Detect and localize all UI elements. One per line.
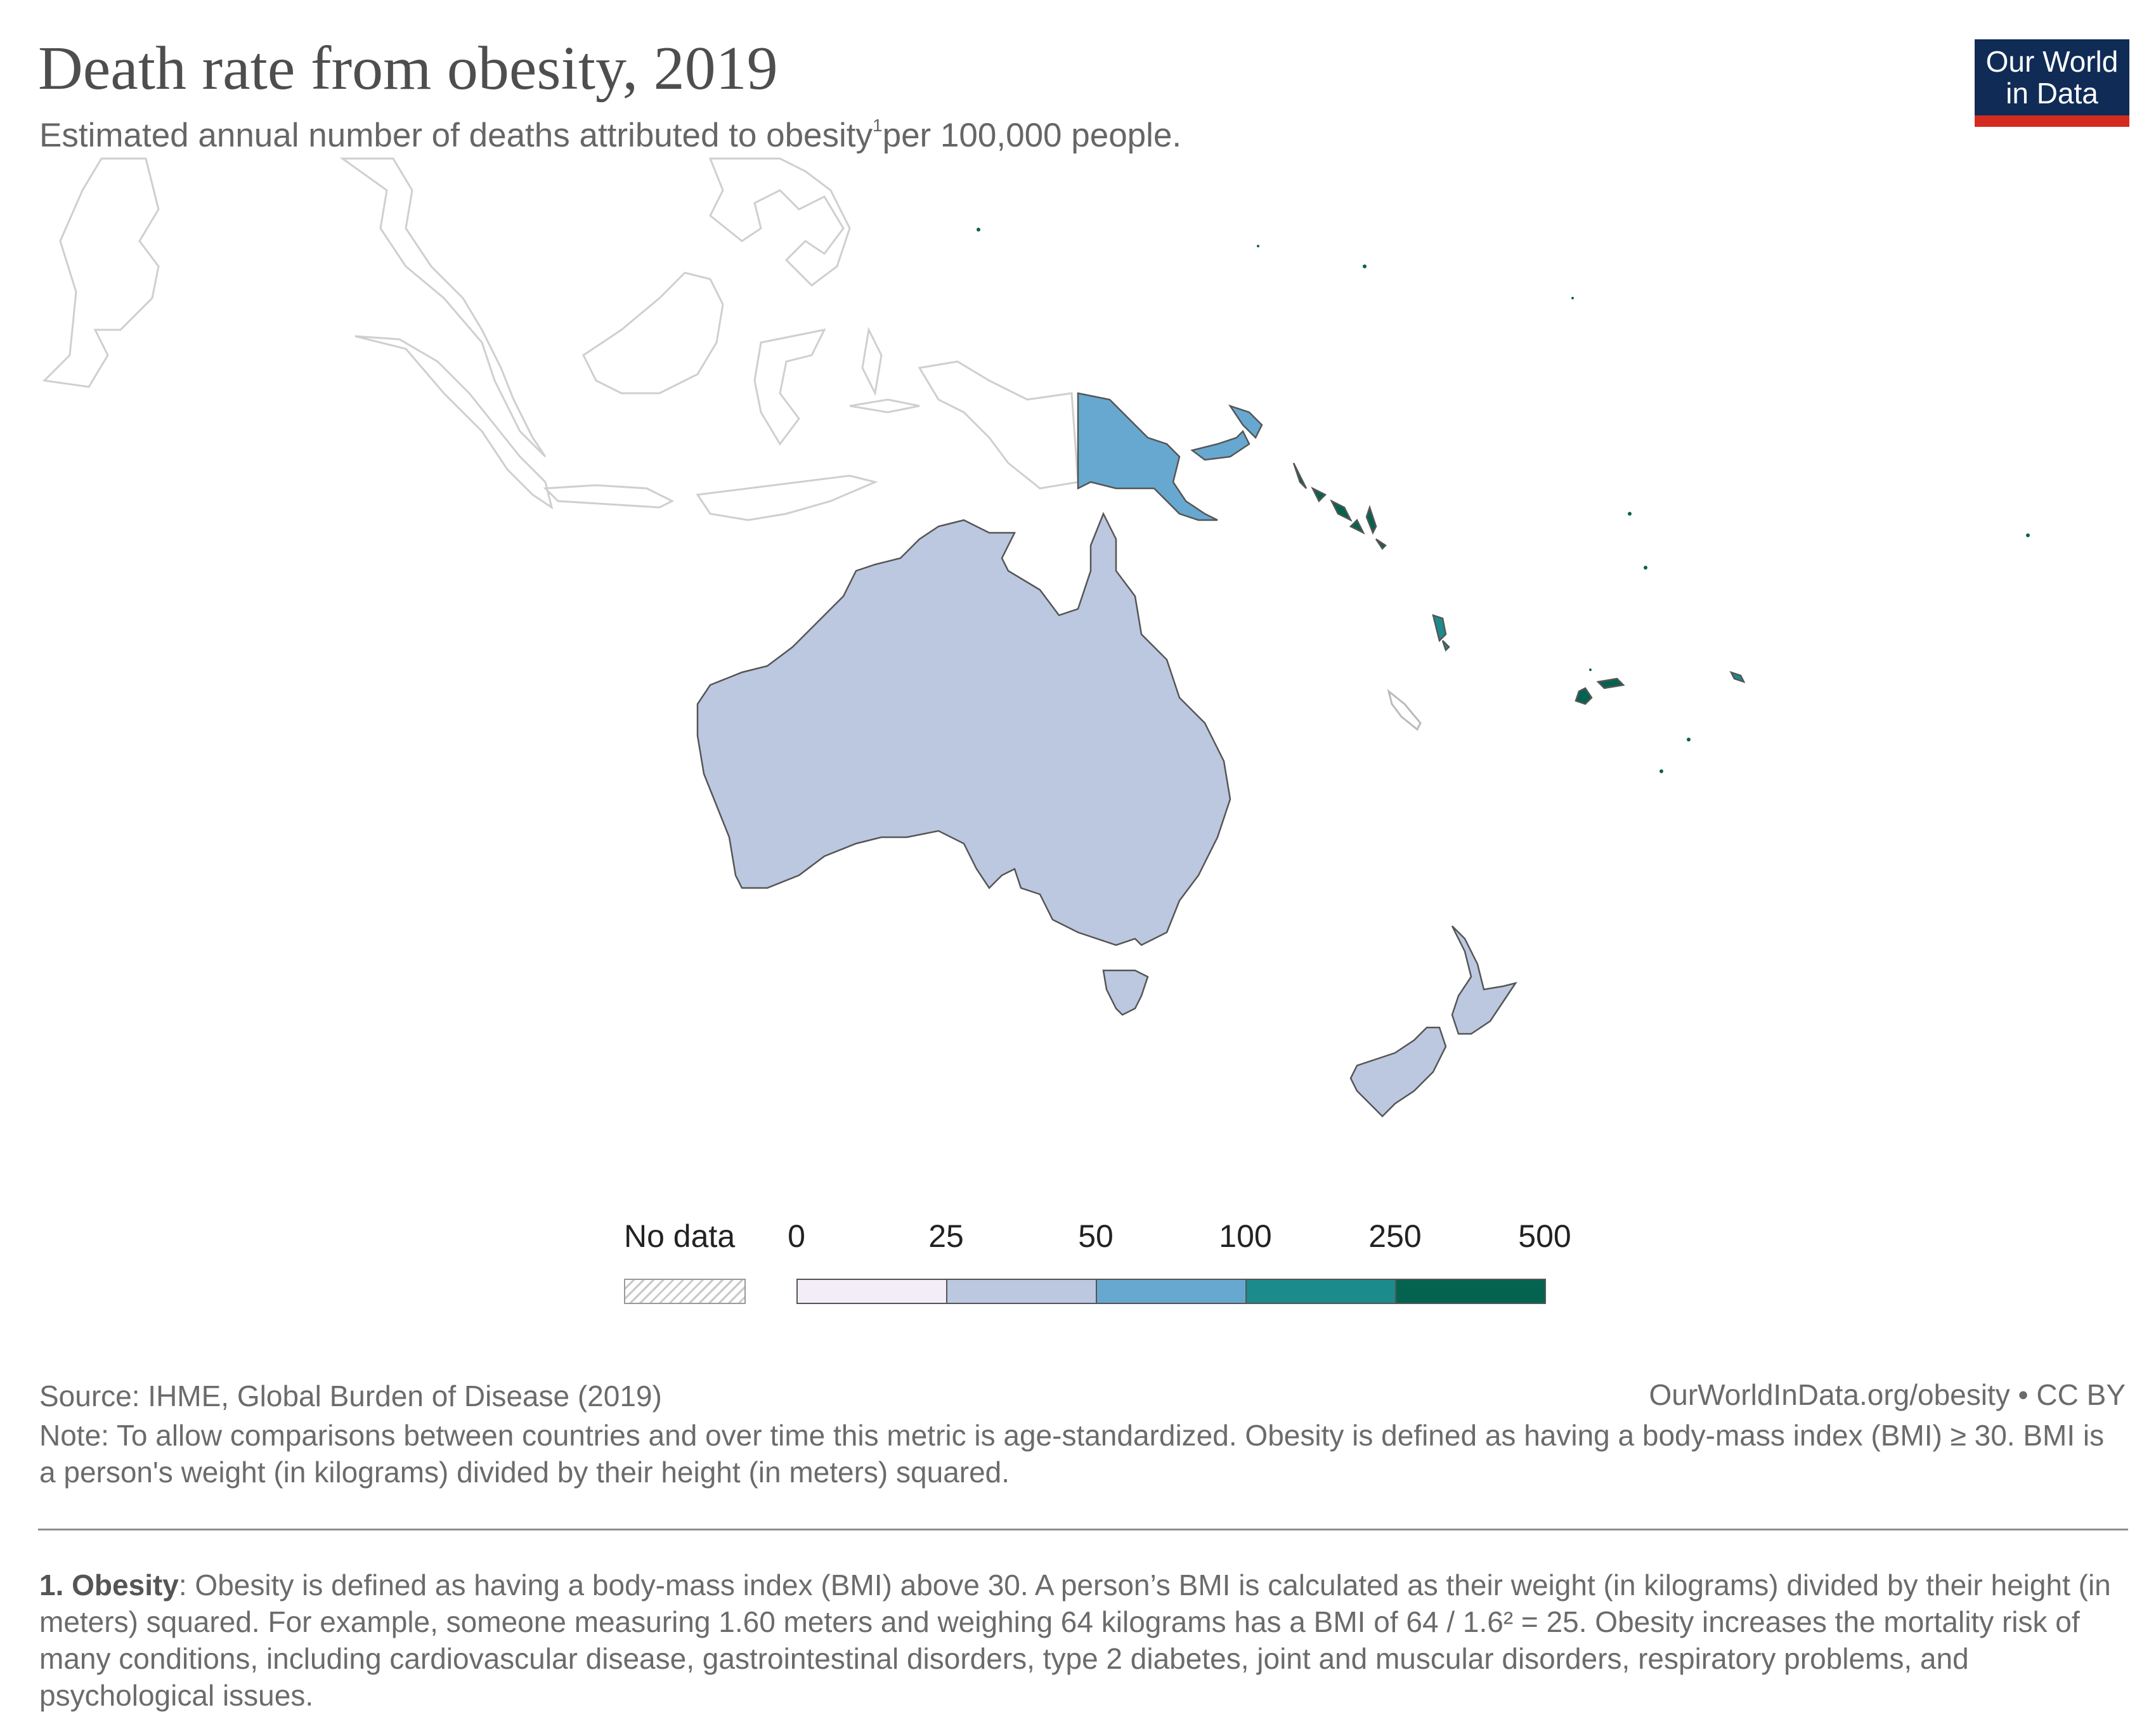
region-hainan-vietnam (339, 157, 547, 458)
note-text: Note: To allow comparisons between count… (39, 1419, 2105, 1489)
country-solomon-islands[interactable] (1292, 462, 1387, 550)
logo-line-1: Our World (1985, 45, 2119, 78)
region-borneo (582, 271, 724, 395)
country-vanuatu[interactable] (1432, 614, 1450, 652)
legend-tick-label: 500 (1518, 1218, 1571, 1254)
small-islands (977, 228, 2030, 773)
subtitle-tail: per 100,000 people. (882, 117, 1182, 154)
country-tonga-samoa[interactable] (1729, 670, 1746, 684)
footnote-ref[interactable]: 1 (873, 115, 883, 135)
legend-tick-label: 250 (1368, 1218, 1422, 1254)
island-dot (1659, 769, 1663, 773)
legend-tick-label: 50 (1078, 1218, 1114, 1254)
country-australia[interactable] (696, 511, 1231, 946)
country-australia-tasmania[interactable] (1102, 969, 1149, 1016)
country-papua-new-guinea-islands[interactable] (1190, 404, 1263, 461)
region-sumatra (354, 335, 554, 510)
region-java (543, 484, 675, 509)
chart-subtitle: Estimated annual number of deaths attrib… (39, 115, 1181, 155)
island-dot (977, 228, 980, 232)
owid-logo[interactable]: Our World in Data (1975, 39, 2129, 127)
region-mainland-sea (42, 157, 160, 388)
legend-no-data-swatch[interactable] (624, 1279, 746, 1304)
region-new-caledonia (1387, 689, 1422, 731)
region-moluccas (861, 327, 883, 396)
region-west-papua (918, 360, 1079, 490)
island-dot (1687, 738, 1691, 741)
data-countries (696, 392, 1746, 1118)
island-dot (1571, 297, 1574, 299)
legend-bin-250-500[interactable] (1395, 1279, 1546, 1304)
legend-tick-label: 25 (928, 1218, 964, 1254)
legend-tick-label: 100 (1219, 1218, 1272, 1254)
footnote: 1. Obesity: Obesity is defined as having… (39, 1567, 2126, 1714)
island-dot (1363, 264, 1367, 268)
legend-bin-0-25[interactable] (796, 1279, 947, 1304)
region-small-islands (849, 398, 920, 414)
source-note: Source: IHME, Global Burden of Disease (… (39, 1380, 662, 1413)
source-url[interactable]: OurWorldInData.org/obesity • CC BY (1649, 1378, 2126, 1411)
country-new-zealand-south[interactable] (1349, 1026, 1447, 1118)
legend-no-data-label: No data (624, 1218, 736, 1254)
footer-divider (38, 1529, 2128, 1530)
island-dot (1628, 512, 1632, 516)
no-data-regions (42, 157, 1079, 521)
legend-bin-100-250[interactable] (1245, 1279, 1396, 1304)
legend-bin-50-100[interactable] (1096, 1279, 1247, 1304)
island-dot (1257, 245, 1259, 247)
map (42, 157, 2030, 1118)
footnote-text: : Obesity is defined as having a body-ma… (39, 1569, 2111, 1712)
region-timor-islands (696, 474, 878, 521)
island-dot (1589, 669, 1592, 671)
legend-bin-25-50[interactable] (946, 1279, 1097, 1304)
chart-title: Death rate from obesity, 2019 (38, 34, 778, 103)
country-new-zealand-north[interactable] (1451, 925, 1517, 1035)
legend-tick-label: 0 (788, 1218, 805, 1254)
country-fiji[interactable] (1575, 677, 1625, 705)
logo-line-2: in Data (2006, 77, 2098, 110)
legend: No data 0 25 50 100 250 500 (0, 1218, 2156, 1313)
island-dot (1644, 566, 1647, 570)
island-dot (2026, 533, 2030, 537)
subtitle-text: Estimated annual number of deaths attrib… (39, 117, 873, 154)
footnote-label: 1. Obesity (39, 1569, 179, 1602)
country-papua-new-guinea[interactable] (1077, 392, 1218, 521)
region-philippines (708, 157, 851, 287)
region-sulawesi (753, 328, 826, 446)
